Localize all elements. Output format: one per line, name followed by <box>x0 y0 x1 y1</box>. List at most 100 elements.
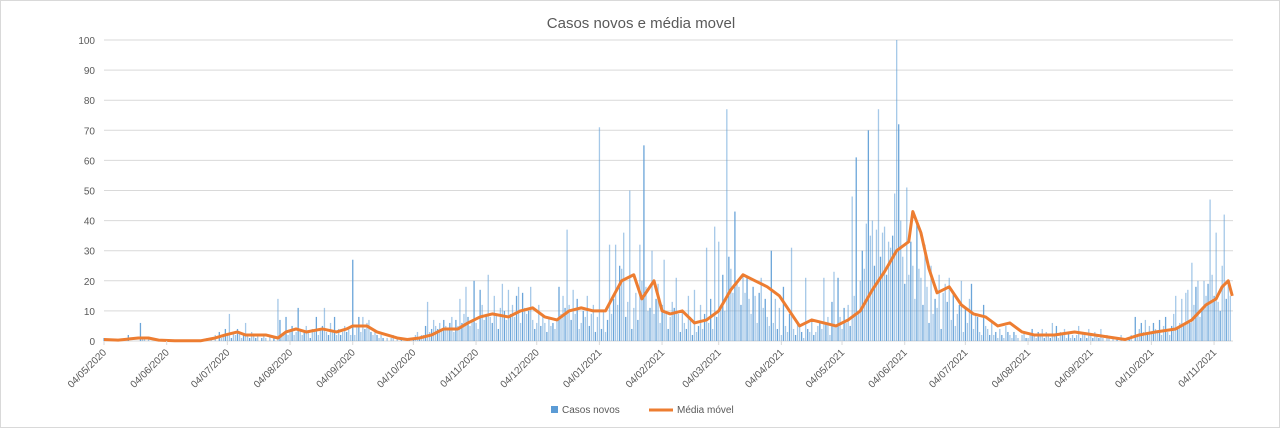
bar-casos-novos <box>881 232 884 341</box>
bar-casos-novos <box>887 241 890 341</box>
bar-casos-novos <box>1166 331 1169 341</box>
bar-casos-novos <box>879 256 882 341</box>
bar-casos-novos <box>703 313 706 341</box>
bar-casos-novos <box>350 334 352 341</box>
bar-casos-novos <box>679 331 681 341</box>
bar-casos-novos <box>1193 304 1195 341</box>
bar-casos-novos <box>354 334 356 341</box>
x-tick-label: 04/08/2021 <box>990 347 1033 390</box>
bar-casos-novos <box>285 316 287 341</box>
bar-casos-novos <box>912 265 914 341</box>
bar-casos-novos <box>631 328 633 341</box>
bar-casos-novos <box>867 130 870 341</box>
bar-casos-novos <box>776 328 779 341</box>
bar-casos-novos <box>447 328 449 341</box>
bar-casos-novos <box>976 316 979 341</box>
bar-casos-novos <box>1144 319 1147 341</box>
bar-casos-novos <box>665 310 667 341</box>
bar-casos-novos <box>344 325 346 341</box>
bar-casos-novos <box>829 334 831 341</box>
bar-casos-novos <box>849 325 851 341</box>
bar-casos-novos <box>857 310 859 341</box>
bar-casos-novos <box>222 334 224 341</box>
bar-casos-novos <box>517 286 520 341</box>
bar-casos-novos <box>770 250 772 341</box>
bar-casos-novos <box>984 325 987 341</box>
bar-casos-novos <box>554 328 556 341</box>
bar-casos-novos <box>641 280 643 341</box>
bar-casos-novos <box>726 109 728 341</box>
bar-casos-novos <box>1213 295 1215 341</box>
bar-casos-novos <box>796 322 799 341</box>
bar-casos-novos <box>366 322 368 341</box>
bar-casos-novos <box>550 325 552 341</box>
bar-casos-novos <box>610 313 613 341</box>
bar-casos-novos <box>471 319 473 341</box>
bar-casos-novos <box>1108 337 1110 341</box>
bar-casos-novos <box>346 331 348 341</box>
bar-casos-novos <box>459 298 461 341</box>
bar-casos-novos <box>598 127 601 341</box>
bar-casos-novos <box>305 325 307 341</box>
bar-casos-novos <box>473 280 475 341</box>
x-tick-label: 04/07/2021 <box>927 347 970 390</box>
bar-casos-novos <box>536 322 538 341</box>
bar-casos-novos <box>774 298 777 341</box>
bar-casos-novos <box>701 328 704 341</box>
bar-casos-novos <box>853 295 855 341</box>
bar-casos-novos <box>653 313 655 341</box>
bar-casos-novos <box>966 322 969 341</box>
bar-casos-novos <box>1086 337 1088 341</box>
bar-casos-novos <box>827 316 829 341</box>
bar-casos-novos <box>944 283 946 341</box>
bar-casos-novos <box>930 265 932 341</box>
bar-casos-novos <box>489 316 491 341</box>
bar-casos-novos <box>293 334 295 341</box>
bar-casos-novos <box>1225 298 1227 341</box>
bar-casos-novos <box>323 307 326 341</box>
bar-casos-novos <box>1146 334 1149 341</box>
bar-casos-novos <box>1013 331 1015 341</box>
bar-casos-novos <box>139 322 142 341</box>
bar-casos-novos <box>902 256 904 341</box>
bar-casos-novos <box>675 277 677 341</box>
bar-casos-novos <box>513 316 516 341</box>
bar-casos-novos <box>362 316 364 341</box>
x-tick-label: 04/05/2020 <box>66 347 109 390</box>
bar-casos-novos <box>289 331 291 341</box>
bar-casos-novos <box>499 307 502 341</box>
bar-casos-novos <box>493 295 495 341</box>
bar-casos-novos <box>736 280 738 341</box>
bar-casos-novos <box>341 331 344 341</box>
bar-casos-novos <box>528 310 530 341</box>
bar-casos-novos <box>845 322 847 341</box>
bar-casos-novos <box>813 334 815 341</box>
bar-casos-novos <box>596 316 599 341</box>
bar-casos-novos <box>532 319 534 341</box>
bar-casos-novos <box>629 190 631 341</box>
bar-casos-novos <box>608 244 611 341</box>
bar-casos-novos <box>242 334 245 341</box>
bar-casos-novos <box>934 298 936 341</box>
bar-casos-novos <box>299 328 301 341</box>
bar-casos-novos <box>1142 331 1145 341</box>
y-tick-label: 30 <box>84 247 96 258</box>
bar-casos-novos <box>602 310 605 341</box>
bar-casos-novos <box>348 328 350 341</box>
bar-casos-novos <box>803 337 805 341</box>
bar-casos-novos <box>960 280 963 341</box>
bar-casos-novos <box>942 292 944 341</box>
bar-casos-novos <box>449 322 451 341</box>
bar-casos-novos <box>952 292 954 341</box>
bar-casos-novos <box>503 310 506 341</box>
bar-casos-novos <box>358 316 360 341</box>
bar-casos-novos <box>253 334 255 341</box>
bar-casos-novos <box>643 145 645 341</box>
bar-casos-novos <box>1023 331 1025 341</box>
bar-casos-novos <box>542 313 544 341</box>
x-tick-label: 04/01/2021 <box>561 347 604 390</box>
bar-casos-novos <box>238 331 241 341</box>
bar-casos-novos <box>1211 274 1213 341</box>
bar-casos-novos <box>991 322 993 341</box>
bar-casos-novos <box>987 328 989 341</box>
